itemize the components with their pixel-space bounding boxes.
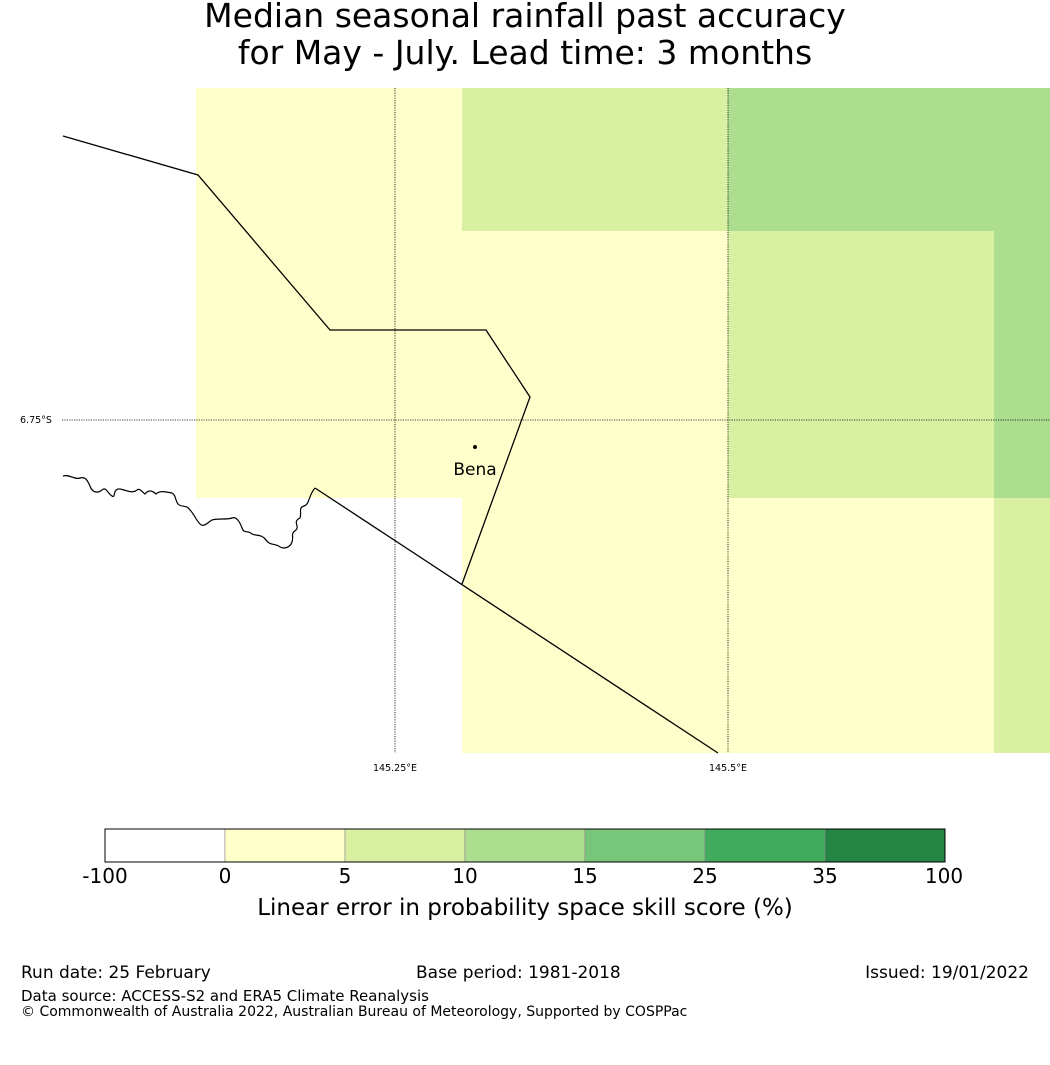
colorbar-outline xyxy=(104,828,946,863)
colorbar-tick-label: 35 xyxy=(812,864,838,888)
colorbar-segment xyxy=(704,828,826,863)
grid-cell xyxy=(728,498,994,753)
colorbar-tick-label: 0 xyxy=(218,864,232,888)
grid-cell xyxy=(196,498,462,753)
colorbar-tick-label: 5 xyxy=(338,864,352,888)
grid-cell xyxy=(196,231,462,498)
colorbar-tick-label: 100 xyxy=(924,864,964,888)
province-boundary xyxy=(62,135,531,585)
colorbar xyxy=(104,828,946,863)
colorbar-segment xyxy=(224,828,346,863)
grid-cell xyxy=(196,88,462,231)
colorbar-segment xyxy=(464,828,586,863)
colorbar-segment xyxy=(344,828,466,863)
colorbar-tick-label: 25 xyxy=(692,864,718,888)
colorbar-segment xyxy=(824,828,946,863)
copyright-notice: © Commonwealth of Australia 2022, Austra… xyxy=(21,1004,688,1020)
river-boundary xyxy=(62,474,316,549)
map-title-line-2: for May - July. Lead time: 3 months xyxy=(237,33,813,72)
grid-cell xyxy=(728,231,994,498)
map-title-line-1: Median seasonal rainfall past accuracy xyxy=(204,0,846,35)
latitude-label: 6.75°S xyxy=(20,415,52,426)
grid-cell xyxy=(994,498,1050,753)
grid-cell xyxy=(728,88,994,231)
base-period: Base period: 1981-2018 xyxy=(416,963,621,983)
colorbar-segment xyxy=(584,828,706,863)
colorbar-tick-label: 10 xyxy=(452,864,478,888)
grid-cell xyxy=(462,498,728,753)
longitude-label: 145.25°E xyxy=(373,763,417,774)
longitude-label: 145.5°E xyxy=(709,763,747,774)
colorbar-tick-label: 15 xyxy=(572,864,598,888)
grid-cell xyxy=(462,231,728,498)
town-marker xyxy=(473,445,477,449)
run-date: Run date: 25 February xyxy=(21,963,211,983)
issued-date: Issued: 19/01/2022 xyxy=(865,963,1029,983)
colorbar-tick-label: -100 xyxy=(82,864,128,888)
grid-cell xyxy=(994,88,1050,231)
colorbar-label: Linear error in probability space skill … xyxy=(257,895,793,921)
grid-cell xyxy=(994,231,1050,498)
grid-cell xyxy=(462,88,728,231)
town-label: Bena xyxy=(453,460,496,480)
colorbar-segment xyxy=(104,828,226,863)
data-source: Data source: ACCESS-S2 and ERA5 Climate … xyxy=(21,987,429,1005)
province-boundary xyxy=(314,487,719,754)
